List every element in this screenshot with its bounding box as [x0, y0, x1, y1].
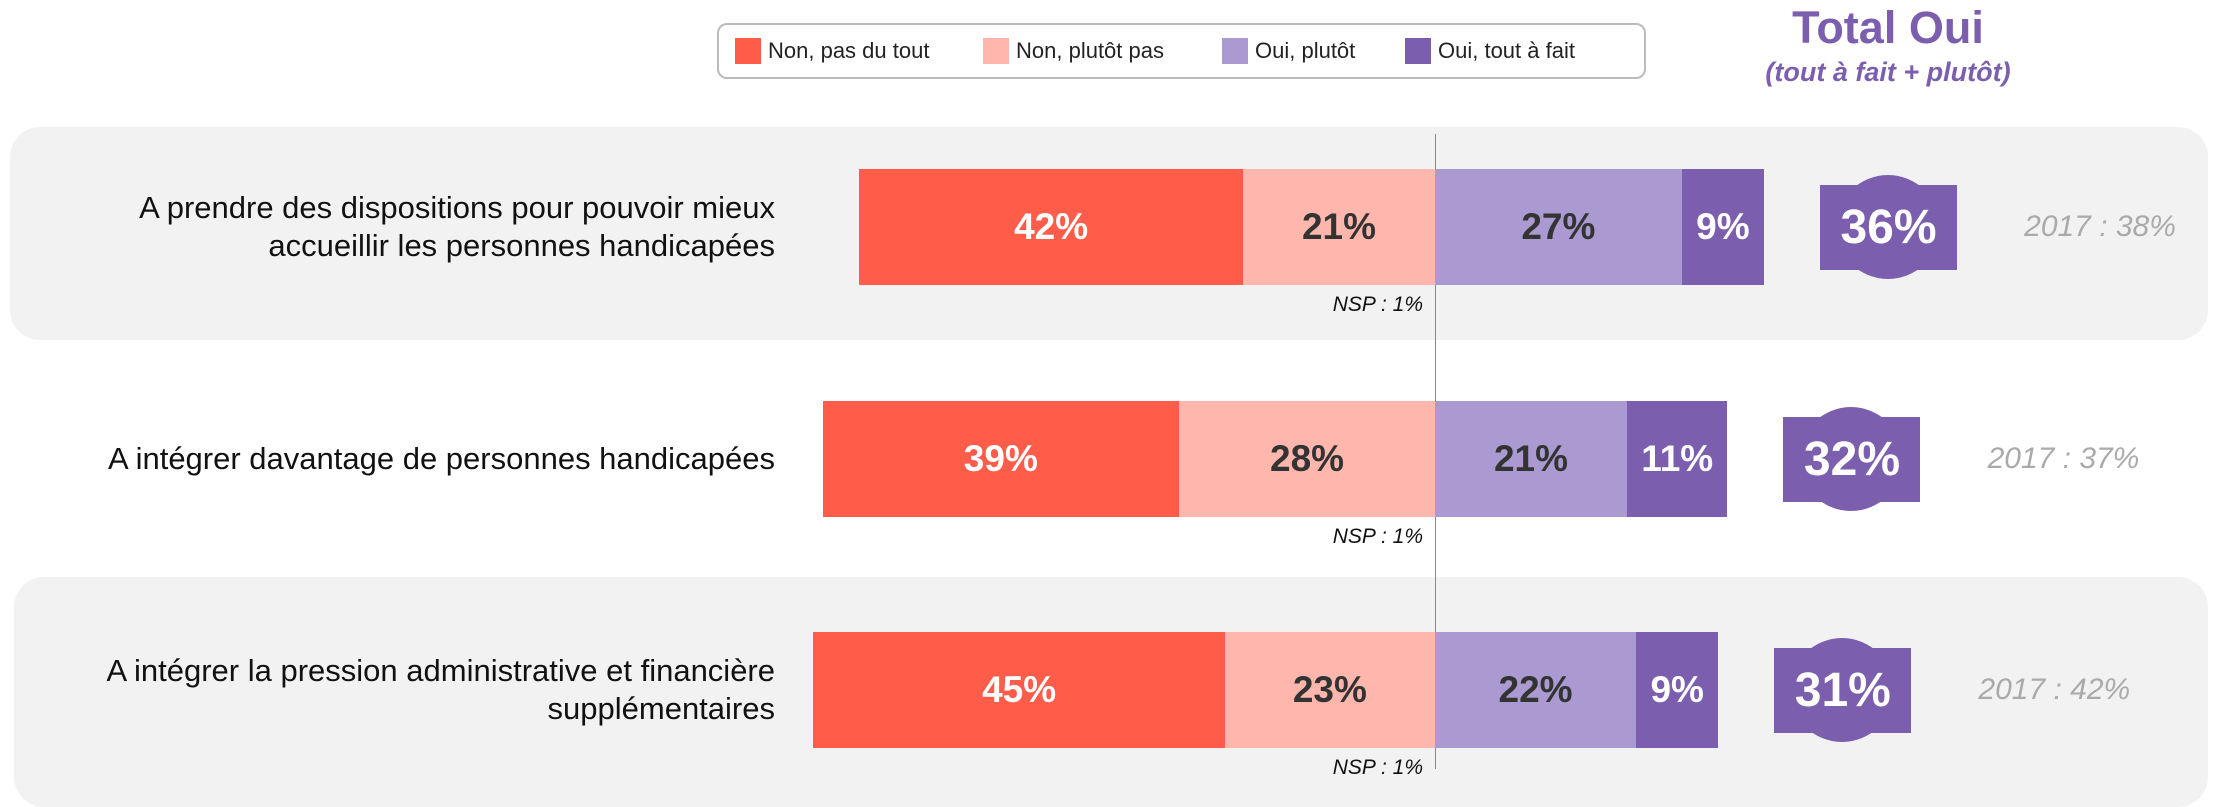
data-label: 9%	[1650, 669, 1704, 710]
category-label: A intégrer la pression administrative et…	[106, 653, 775, 726]
data-label: 9%	[1696, 206, 1750, 247]
total-badge: 36%	[1820, 185, 1958, 270]
legend-label: Oui, tout à fait	[1438, 38, 1575, 63]
legend-label: Non, pas du tout	[768, 38, 930, 63]
bar: 28%	[1179, 401, 1435, 517]
legend-swatch	[735, 38, 761, 64]
data-label: 23%	[1292, 669, 1367, 710]
data-label: 11%	[1641, 438, 1714, 479]
nsp-annotation: NSP : 1%	[1332, 293, 1423, 316]
bar: 21%	[1435, 401, 1627, 517]
total-label: 32%	[1803, 433, 1900, 486]
category-label: A intégrer davantage de personnes handic…	[108, 441, 775, 476]
previous-value: 2017 : 37%	[1987, 442, 2140, 475]
legend-label: Oui, plutôt	[1255, 38, 1356, 63]
bar: 27%	[1435, 169, 1682, 285]
total-badge: 31%	[1774, 648, 1912, 733]
bar: 39%	[822, 401, 1180, 517]
data-label: 21%	[1493, 438, 1568, 479]
total-label: 31%	[1794, 664, 1891, 717]
legend-swatch	[1405, 38, 1431, 64]
nsp-annotation: NSP : 1%	[1332, 525, 1423, 548]
legend	[717, 23, 1646, 79]
data-label: 45%	[982, 669, 1057, 710]
nsp-annotation: NSP : 1%	[1332, 756, 1423, 779]
data-label: 42%	[1014, 206, 1089, 247]
data-label: 39%	[963, 438, 1038, 479]
previous-value: 2017 : 38%	[2024, 210, 2176, 243]
total-badge: 32%	[1783, 417, 1921, 502]
data-label: 22%	[1498, 669, 1573, 710]
bar: 42%	[859, 169, 1244, 285]
bar: 11%	[1626, 401, 1728, 517]
legend-swatch	[983, 38, 1009, 64]
chart-subtitle: (tout à fait + plutôt)	[1765, 57, 2011, 87]
bar: 22%	[1435, 632, 1637, 748]
data-label: 28%	[1270, 438, 1345, 479]
total-label: 36%	[1840, 201, 1937, 254]
category-label: A prendre des dispositions pour pouvoir …	[139, 190, 775, 263]
previous-value: 2017 : 42%	[1978, 673, 2131, 706]
bar: 21%	[1243, 169, 1435, 285]
page: Total Oui (tout à fait + plutôt) (() => …	[10, 2, 2208, 807]
bar: 23%	[1224, 632, 1435, 748]
bar: 9%	[1681, 169, 1765, 285]
bar: 45%	[813, 632, 1225, 748]
data-label: 21%	[1301, 206, 1377, 247]
legend-swatch	[1222, 38, 1248, 64]
bar: 9%	[1636, 632, 1719, 748]
chart-title: Total Oui	[1792, 2, 1984, 53]
data-label: 27%	[1521, 206, 1596, 247]
legend-label: Non, plutôt pas	[1016, 38, 1164, 63]
